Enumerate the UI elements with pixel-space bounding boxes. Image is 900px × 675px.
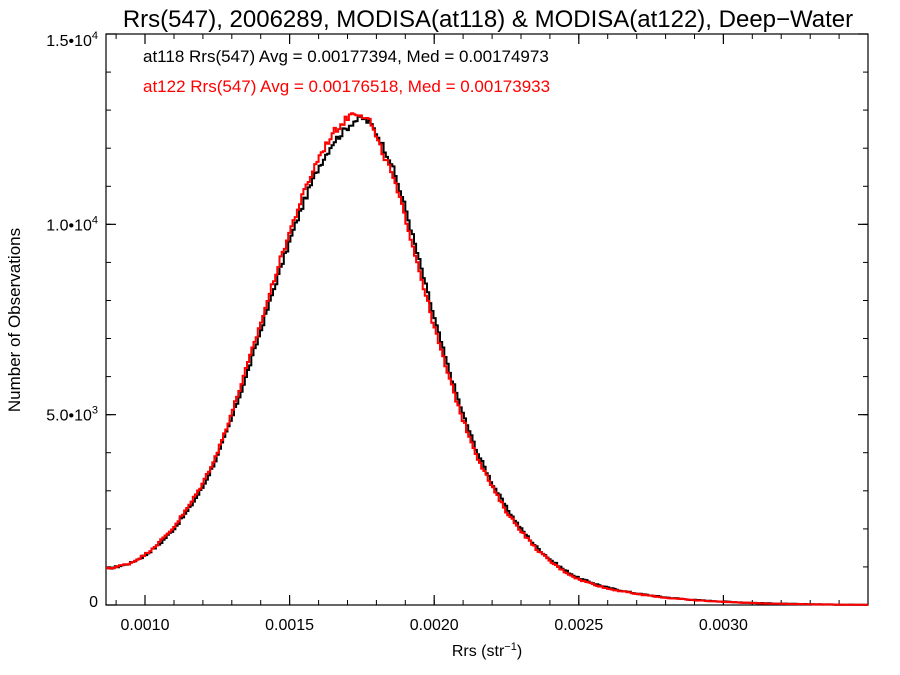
x-tick-label: 0.0030 [699,617,748,634]
x-tick-label: 0.0020 [410,617,459,634]
annotation-at122: at122 Rrs(547) Avg = 0.00176518, Med = 0… [143,77,550,96]
x-axis-label-close: ) [517,643,522,660]
series-group [106,112,869,606]
x-axis-label: Rrs (str−1) [452,641,522,660]
y-tick-mantissa: 5.0•10 [46,408,92,425]
chart-title: Rrs(547), 2006289, MODISA(at118) & MODIS… [123,6,853,33]
x-tick-label: 0.0025 [554,617,603,634]
x-tick-label: 0.0010 [121,617,170,634]
x-axis-ticks: 0.0010 0.0015 0.0020 0.0025 0.0030 [121,34,748,634]
y-tick-exponent: 3 [92,405,98,417]
histogram-series-at118 [106,115,869,606]
y-axis-label: Number of Observations [5,228,24,412]
annotation-at118: at118 Rrs(547) Avg = 0.00177394, Med = 0… [143,47,549,66]
x-tick-label: 0.0015 [265,617,314,634]
plot-area: 0.0010 0.0015 0.0020 0.0025 0.0030 0 5.0•103 1… [46,30,869,634]
y-tick-mantissa: 1.5•10 [46,33,92,50]
y-tick-exponent: 4 [92,30,98,42]
y-tick-mantissa: 1.0•10 [46,217,92,234]
minor-ticks [106,33,869,606]
x-axis-label-exponent: −1 [504,641,517,653]
y-tick-mantissa: 0 [89,594,98,611]
y-tick-exponent: 4 [92,214,98,226]
y-tick-label: 1.0•104 [46,214,98,234]
y-tick-label: 5.0•103 [46,405,98,425]
x-axis-label-base: Rrs (str [452,643,505,660]
y-tick-label: 1.5•104 [46,30,98,50]
plot-frame [105,33,869,606]
histogram-series-at122 [106,112,869,606]
y-tick-label: 0 [89,594,98,611]
